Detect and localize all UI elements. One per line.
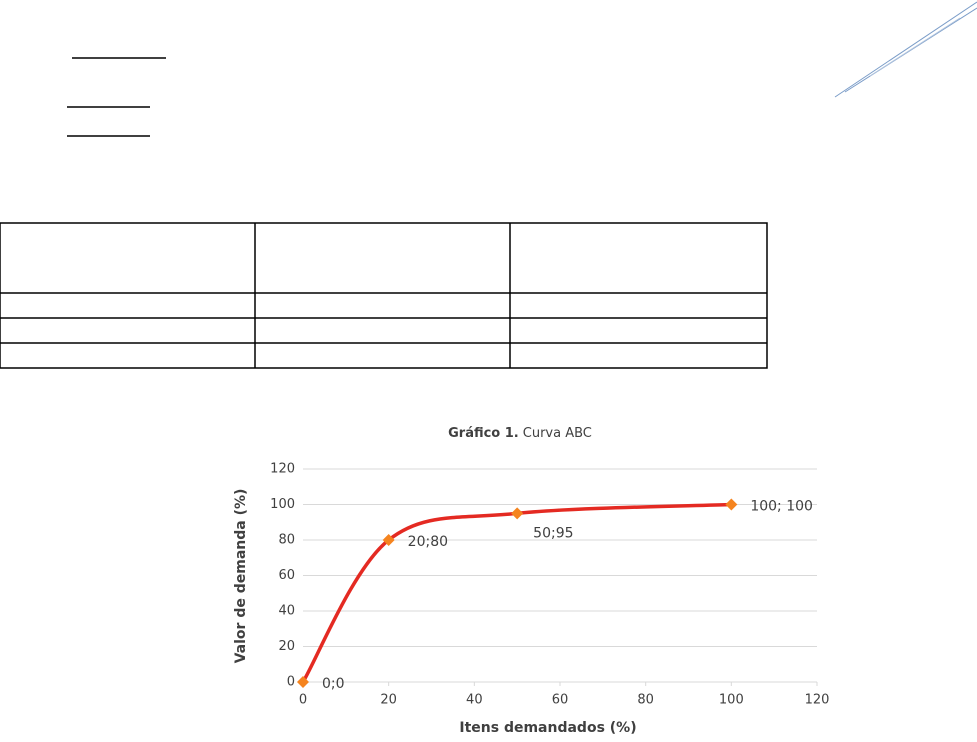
point (382, 534, 395, 546)
data-label: 100; 100 (750, 499, 813, 515)
x-tick-label: 120 (805, 693, 830, 708)
title-text: Curva ABC (523, 426, 592, 441)
point (297, 676, 309, 688)
x-axis-label: Itens demandados (%) (459, 720, 636, 736)
x-tick-label: 40 (466, 693, 483, 708)
data-label: 20;80 (408, 534, 448, 550)
title-prefix: Gráfico 1. (448, 426, 519, 441)
x-tick-label: 80 (637, 693, 654, 708)
y-tick-label: 0 (287, 675, 295, 690)
empty-table (0, 222, 768, 369)
decoration (834, 1, 977, 98)
x-tick-label: 0 (299, 693, 307, 708)
y-axis-label: Valor de demanda (%) (233, 489, 249, 664)
x-tick-label: 60 (552, 693, 569, 708)
y-tick-label: 20 (278, 639, 295, 654)
y-tick-label: 40 (278, 604, 295, 619)
x-tick-label: 100 (719, 693, 744, 708)
y-tick-label: 60 (278, 568, 295, 583)
data-label: 50;95 (533, 525, 573, 541)
y-tick-label: 80 (278, 533, 295, 548)
chart-title: Gráfico 1. Curva ABC (448, 426, 592, 441)
x-tick-label: 20 (380, 693, 397, 708)
point (511, 507, 524, 520)
blank-lines (67, 57, 166, 137)
curve (301, 502, 732, 683)
y-tick-label: 100 (270, 497, 295, 512)
data-label: 0;0 (322, 676, 345, 692)
point (725, 498, 738, 511)
y-tick-label: 120 (270, 462, 295, 477)
